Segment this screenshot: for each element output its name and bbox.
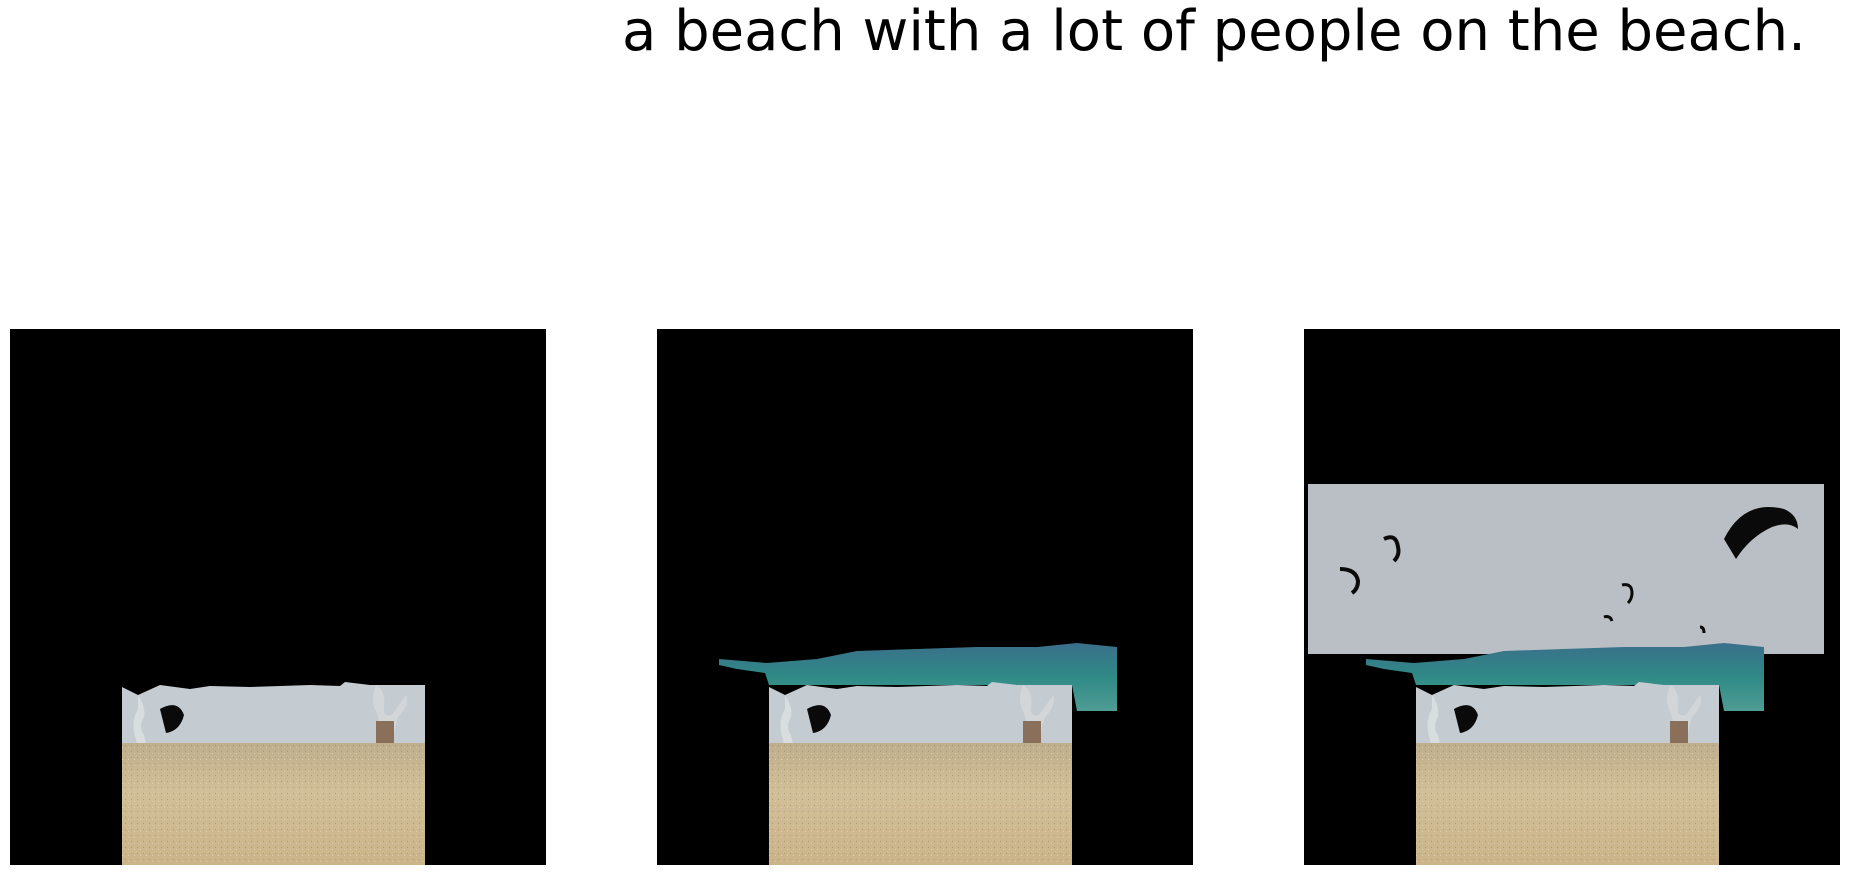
masked-image-panel-3 bbox=[1304, 329, 1840, 865]
person-right-body bbox=[1670, 721, 1688, 743]
sea-region bbox=[719, 643, 1117, 711]
person-left-2 bbox=[807, 705, 831, 733]
sky-region bbox=[769, 682, 1072, 743]
image-2 bbox=[657, 329, 1193, 865]
person-left-2 bbox=[160, 705, 184, 733]
person-left bbox=[780, 695, 795, 753]
sea-region bbox=[1366, 643, 1764, 711]
person-left bbox=[133, 695, 148, 753]
person-left-2 bbox=[1454, 705, 1478, 733]
image-1 bbox=[10, 329, 546, 865]
person-left bbox=[1427, 695, 1442, 753]
masked-image-panel-1 bbox=[10, 329, 546, 865]
sky-region bbox=[122, 682, 425, 743]
image-3 bbox=[1304, 329, 1840, 865]
masked-image-panel-2 bbox=[657, 329, 1193, 865]
kite-3 bbox=[1621, 583, 1634, 605]
kite-5 bbox=[1699, 625, 1706, 634]
person-right-body bbox=[376, 721, 394, 743]
sky-large-region bbox=[1308, 484, 1824, 654]
caption-text: a beach with a lot of people on the beac… bbox=[622, 0, 1806, 64]
person-right-body bbox=[1023, 721, 1041, 743]
kite-1 bbox=[1383, 535, 1401, 563]
sky-region bbox=[1416, 682, 1719, 743]
kite-2 bbox=[1339, 567, 1361, 595]
kite-4 bbox=[1603, 615, 1614, 622]
kite-large bbox=[1724, 507, 1798, 559]
